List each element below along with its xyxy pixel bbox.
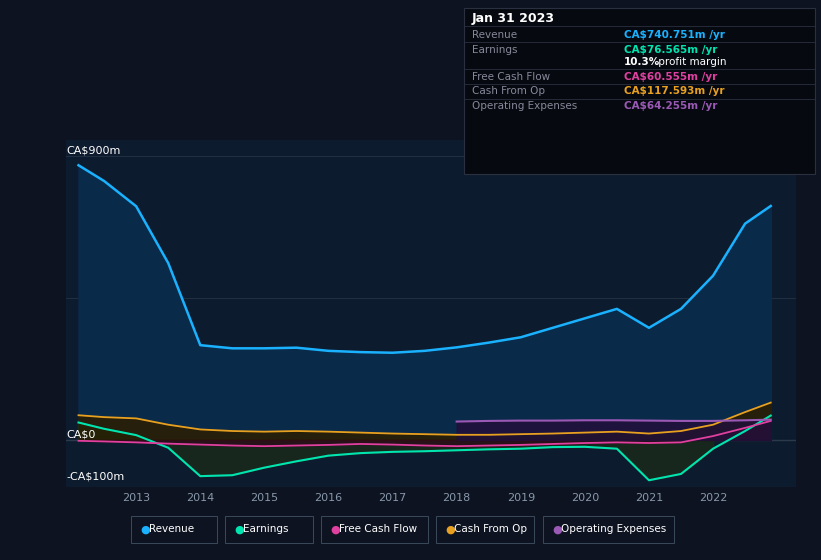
Text: ●: ●	[235, 524, 245, 534]
Text: Earnings: Earnings	[472, 45, 517, 55]
Text: Operating Expenses: Operating Expenses	[472, 101, 577, 111]
Text: Cash From Op: Cash From Op	[472, 86, 545, 96]
Text: CA$60.555m /yr: CA$60.555m /yr	[624, 72, 718, 82]
Text: ●: ●	[553, 524, 562, 534]
Text: Revenue: Revenue	[472, 30, 517, 40]
Text: Earnings: Earnings	[243, 524, 288, 534]
Text: ●: ●	[140, 524, 150, 534]
Text: Cash From Op: Cash From Op	[454, 524, 527, 534]
Text: Free Cash Flow: Free Cash Flow	[339, 524, 417, 534]
Text: CA$900m: CA$900m	[67, 146, 121, 156]
Text: CA$76.565m /yr: CA$76.565m /yr	[624, 45, 718, 55]
Text: Revenue: Revenue	[149, 524, 194, 534]
Text: CA$0: CA$0	[67, 430, 96, 440]
Text: Jan 31 2023: Jan 31 2023	[472, 12, 555, 25]
Text: ●: ●	[446, 524, 456, 534]
Text: CA$64.255m /yr: CA$64.255m /yr	[624, 101, 718, 111]
Text: -CA$100m: -CA$100m	[67, 472, 125, 482]
Text: Operating Expenses: Operating Expenses	[561, 524, 666, 534]
Text: CA$117.593m /yr: CA$117.593m /yr	[624, 86, 724, 96]
Text: profit margin: profit margin	[655, 57, 727, 67]
Text: 10.3%: 10.3%	[624, 57, 660, 67]
Text: ●: ●	[331, 524, 341, 534]
Text: CA$740.751m /yr: CA$740.751m /yr	[624, 30, 725, 40]
Text: Free Cash Flow: Free Cash Flow	[472, 72, 550, 82]
